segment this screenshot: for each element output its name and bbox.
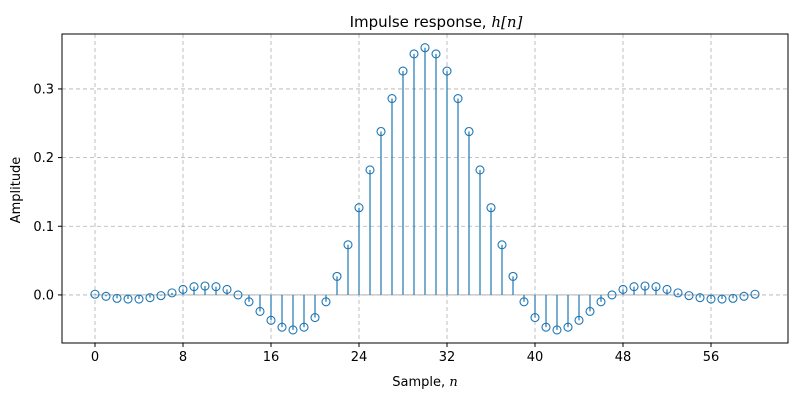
stem-marker <box>563 322 573 332</box>
stem-marker <box>178 284 188 294</box>
x-axis-label-text: Sample, <box>392 375 449 390</box>
stem-marker <box>365 165 375 175</box>
stem-marker <box>442 66 452 76</box>
stem-marker <box>651 282 661 292</box>
stem-marker <box>574 315 584 325</box>
stem-marker <box>376 126 386 137</box>
stem-marker <box>156 291 166 301</box>
stem-marker <box>684 291 694 301</box>
tick-layer: 0 8 16 24 32 40 48 56 0.0 0.1 0.2 0.3 <box>33 82 719 365</box>
stem-marker <box>233 290 243 300</box>
stem-marker <box>387 93 397 104</box>
y-tick-label: 0.2 <box>33 151 54 166</box>
x-tick-label: 0 <box>91 350 99 365</box>
stem-marker <box>486 203 496 213</box>
y-tick-label: 0.3 <box>33 82 54 97</box>
stem-marker <box>211 282 221 292</box>
stem-marker <box>728 293 738 303</box>
x-tick-label: 32 <box>439 350 456 365</box>
stem-marker <box>618 284 628 294</box>
chart-title-text: Impulse response, <box>350 13 492 31</box>
stem-marker <box>266 315 276 325</box>
plot-frame <box>61 33 789 344</box>
stem-marker <box>277 322 287 332</box>
y-axis-label: Amplitude <box>9 157 24 224</box>
chart-title: Impulse response, h[n] <box>350 13 523 31</box>
stem-marker <box>255 306 265 316</box>
x-tick-label: 40 <box>527 350 544 365</box>
stem-marker <box>585 306 595 316</box>
stem-marker <box>497 240 507 250</box>
x-tick-label: 56 <box>703 350 720 365</box>
y-tick-label: 0.0 <box>33 288 54 303</box>
stem-marker <box>409 49 419 59</box>
marker-layer <box>90 43 760 335</box>
stem-marker <box>310 313 320 323</box>
stem-marker <box>321 297 331 307</box>
stem-marker <box>706 294 716 304</box>
stem-marker <box>640 281 650 291</box>
stem-marker <box>288 325 298 335</box>
x-tick-label: 8 <box>179 350 187 365</box>
stem-marker <box>189 282 199 292</box>
stem-marker <box>519 297 529 307</box>
stem-marker <box>717 294 727 304</box>
stem-marker <box>453 93 463 104</box>
stem-marker <box>222 284 232 294</box>
x-tick-label: 24 <box>351 350 368 365</box>
stem-marker <box>332 271 342 281</box>
stem-marker <box>464 126 474 137</box>
x-tick-label: 48 <box>615 350 632 365</box>
stem-marker <box>475 165 485 175</box>
stem-marker <box>541 322 551 332</box>
stem-marker <box>431 49 441 59</box>
stem-marker <box>530 313 540 323</box>
stem-marker <box>750 289 760 299</box>
stem-marker <box>673 288 683 298</box>
x-tick-label: 16 <box>263 350 280 365</box>
stem-marker <box>112 293 122 303</box>
stem-marker <box>420 43 430 53</box>
stem-marker <box>596 297 606 307</box>
stem-marker <box>552 325 562 335</box>
stem-marker <box>90 289 100 299</box>
stem-marker <box>508 271 518 281</box>
stem-marker <box>607 290 617 300</box>
stem-layer <box>94 47 756 330</box>
stem-marker <box>200 281 210 291</box>
stem-marker <box>398 66 408 76</box>
stem-marker <box>145 293 155 303</box>
stem-marker <box>662 284 672 294</box>
stem-marker <box>739 291 749 301</box>
stem-marker <box>134 294 144 304</box>
y-tick-label: 0.1 <box>33 220 54 235</box>
stem-marker <box>354 203 364 213</box>
stem-marker <box>244 297 254 307</box>
chart-title-math: h[n] <box>491 13 522 31</box>
x-axis-label-math: n <box>449 375 457 390</box>
stem-marker <box>101 291 111 301</box>
stem-marker <box>167 288 177 298</box>
stem-marker <box>629 282 639 292</box>
stem-marker <box>343 240 353 250</box>
stem-marker <box>123 294 133 304</box>
stem-marker <box>299 322 309 332</box>
stem-marker <box>695 293 705 303</box>
x-axis-label: Sample, n <box>392 375 457 390</box>
